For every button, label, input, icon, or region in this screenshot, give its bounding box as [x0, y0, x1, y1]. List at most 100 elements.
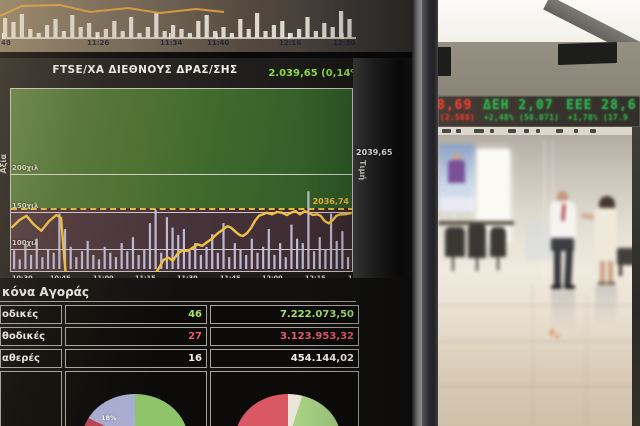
table-row-label: θοδικές	[0, 327, 62, 346]
mini-volume-bar	[70, 15, 75, 38]
volume-bar	[13, 250, 16, 269]
volume-bar	[46, 249, 50, 269]
mini-volume-bar	[171, 25, 176, 38]
floor-tile-line	[586, 295, 587, 426]
volume-bar	[307, 191, 310, 269]
chair	[445, 227, 465, 257]
mini-time-label: 11:40	[207, 39, 230, 47]
mini-volume-bar	[313, 31, 318, 38]
volume-bar	[284, 257, 287, 269]
led-strip-segment	[590, 129, 596, 133]
title-rule	[0, 301, 356, 302]
volume-bar	[69, 246, 72, 269]
ticker-item: ΔΕΗ 2,07	[483, 98, 554, 113]
price-line	[10, 209, 352, 272]
mini-volume-bar	[120, 31, 125, 38]
volume-bar	[335, 240, 338, 269]
mini-volume-bar	[187, 33, 192, 38]
pie-chart	[82, 394, 188, 426]
mini-volume-bar	[45, 25, 50, 38]
mini-volume-bar	[288, 33, 293, 38]
volume-bar	[239, 249, 242, 269]
volume-bar	[211, 234, 214, 269]
volume-bar	[194, 243, 197, 269]
exchange-lobby-photo: 8,69 (2.588) ΔΕΗ 2,07 +2,48% (50.071) ΕΕΕ 28…	[438, 0, 640, 426]
price-gridline	[11, 174, 352, 175]
mini-volume-bar	[347, 19, 352, 38]
volume-bar	[160, 252, 163, 269]
mini-time-label: 12:16	[279, 39, 302, 47]
mini-volume-bar	[179, 29, 184, 38]
led-strip-segment	[536, 129, 540, 133]
volume-bar	[250, 238, 253, 269]
volume-bar	[63, 229, 67, 269]
mini-axis-tick	[169, 33, 171, 39]
volume-bar	[233, 243, 236, 269]
mini-volume-bar	[246, 29, 251, 38]
volume-bar	[312, 251, 316, 269]
led-strip-segment	[574, 129, 578, 133]
woman-foot	[598, 282, 606, 285]
volume-bar	[114, 257, 118, 269]
prev-close-label: 2036,74	[312, 197, 349, 206]
woman-dress	[594, 208, 617, 262]
floor-reflection	[595, 286, 617, 326]
table-row-value: 7.222.073,50	[210, 305, 359, 324]
volume-bar	[290, 224, 293, 269]
led-strip-segment	[456, 129, 461, 133]
ticker-item-detail: +2,48% (50.071)	[484, 113, 560, 122]
mini-volume-bar	[103, 29, 108, 38]
mini-volume-bar	[61, 31, 66, 38]
led-strip-segment	[442, 129, 451, 133]
volume-bar	[75, 257, 78, 269]
ticker-item: 8,69	[438, 98, 473, 113]
floor-tile-line	[438, 341, 640, 342]
mini-axis-tick	[2, 33, 4, 39]
mini-volume-bar	[305, 17, 310, 38]
mini-volume-bar	[53, 19, 58, 38]
table-title: κόνα Αγοράς	[2, 285, 90, 299]
mini-axis-tick	[288, 33, 290, 39]
mini-volume-bar	[36, 33, 41, 38]
volume-bar	[18, 259, 21, 269]
mini-volume-bar	[145, 27, 150, 38]
volume-bar	[228, 257, 231, 269]
volume-bar	[262, 246, 265, 269]
ticker-item-detail: (2.588)	[440, 113, 476, 122]
pie-slice-label: 18%	[101, 414, 117, 422]
mini-time-label: 11:26	[87, 39, 110, 47]
volume-bar	[154, 209, 157, 269]
volume-bar	[52, 252, 55, 269]
scrolling-led-strip	[438, 127, 640, 135]
mini-volume-bar	[221, 27, 226, 38]
market-table: Αριθμός Αξία οδικές467.222.073,50θοδικές…	[0, 305, 359, 426]
mini-volume-bar	[339, 11, 344, 38]
volume-bar	[137, 254, 140, 269]
floor-reflection	[551, 290, 575, 332]
wall-speaker	[438, 47, 451, 76]
chart-plot-area: 2045200χιλ2040150χιλ2035100χιλ203050χιλ2…	[10, 88, 353, 272]
volume-bar	[86, 240, 89, 269]
volume-bar	[188, 251, 191, 269]
last-price-tag: 2039,65	[356, 148, 393, 157]
table-row-count: 46	[65, 305, 207, 324]
volume-axis-label: 150χιλ	[12, 201, 39, 210]
mini-volume-bar	[154, 13, 159, 38]
man-shoe	[564, 285, 575, 289]
volume-bar	[267, 229, 270, 269]
wall-speaker	[558, 41, 617, 66]
volume-axis-label: 200χιλ	[12, 164, 39, 172]
volume-bar	[109, 252, 112, 269]
table-ledge	[438, 221, 514, 225]
woman-leg	[600, 261, 605, 283]
tv-presenter-head	[453, 153, 461, 161]
mini-volume-bar	[297, 29, 302, 38]
prev-close-dashed-line	[11, 208, 352, 210]
out-of-focus-scene	[438, 135, 640, 426]
volume-bar	[346, 257, 350, 269]
volume-bar	[216, 252, 219, 269]
mini-axis-tick	[96, 33, 98, 39]
pie-cell-spacer	[0, 371, 62, 426]
volume-bar	[301, 243, 304, 269]
